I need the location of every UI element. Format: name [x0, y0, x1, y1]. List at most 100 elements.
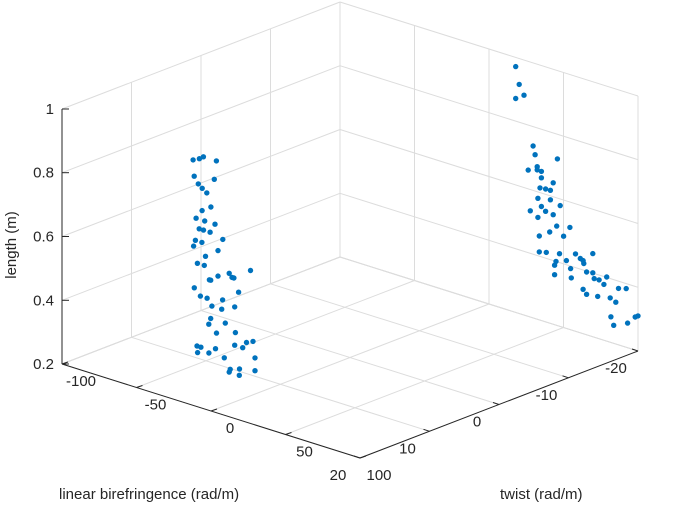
data-point-birefringence-length: [530, 143, 536, 149]
data-point-twist-length: [211, 176, 217, 182]
right-wall-grid-line: [339, 65, 639, 161]
data-point-twist-length: [219, 297, 226, 303]
data-point-birefringence-length: [536, 249, 542, 255]
data-point-twist-length: [215, 247, 221, 254]
data-point-birefringence-length: [563, 257, 570, 264]
data-point-twist-length: [219, 306, 225, 312]
data-point-twist-length: [201, 262, 207, 269]
data-point-birefringence-length: [623, 285, 629, 292]
data-points: [190, 63, 641, 378]
z-tick-label: 0.4: [33, 292, 54, 309]
data-point-birefringence-length: [547, 187, 554, 193]
data-point-birefringence-length: [611, 322, 617, 328]
data-point-twist-length: [200, 154, 207, 160]
floor-grid-line: [210, 303, 490, 412]
data-point-twist-length: [199, 185, 205, 191]
data-point-birefringence-length: [550, 212, 556, 218]
x-tick-label: 20: [330, 467, 347, 484]
data-point-twist-length: [206, 321, 212, 327]
data-point-birefringence-length: [590, 250, 596, 257]
data-point-twist-length: [194, 343, 200, 349]
data-point-twist-length: [194, 349, 201, 356]
data-point-birefringence-length: [537, 185, 543, 191]
z-tick-label: 0.6: [33, 229, 54, 246]
data-point-twist-length: [220, 236, 226, 243]
data-point-twist-length: [208, 315, 214, 322]
data-point-twist-length: [221, 355, 227, 361]
back-axis-edge: [61, 256, 341, 365]
tick-marks: [61, 108, 639, 459]
data-point-birefringence-length: [590, 270, 596, 276]
data-point-birefringence-length: [572, 251, 579, 257]
data-point-birefringence-length: [542, 186, 549, 192]
y-tick-label: -100: [66, 373, 96, 390]
data-point-birefringence-length: [535, 195, 541, 201]
x-tick-mark: [492, 402, 500, 405]
y-axis-label: twist (rad/m): [500, 486, 583, 503]
data-point-birefringence-length: [567, 224, 573, 231]
x-axis-label: linear birefringence (rad/m): [59, 486, 239, 503]
x-tick-mark: [423, 428, 430, 432]
data-point-twist-length: [232, 329, 239, 336]
data-point-birefringence-length: [538, 175, 545, 181]
y-tick-mark: [210, 408, 218, 412]
data-point-twist-length: [193, 215, 199, 221]
data-point-birefringence-length: [581, 260, 587, 267]
data-point-twist-length: [236, 366, 243, 372]
data-point-birefringence-length: [560, 233, 567, 239]
data-point-twist-length: [229, 274, 235, 281]
data-point-twist-length: [232, 342, 238, 348]
data-point-twist-length: [209, 303, 215, 309]
floor-grid-line: [136, 280, 415, 388]
data-point-birefringence-length: [535, 214, 541, 221]
y-tick-label: -50: [145, 397, 167, 414]
y-tick-label: 50: [296, 444, 313, 461]
data-point-birefringence-length: [547, 197, 554, 203]
data-point-twist-length: [202, 218, 208, 224]
data-point-twist-length: [199, 239, 205, 246]
right-wall-grid-line: [339, 129, 639, 224]
data-point-birefringence-length: [613, 299, 619, 305]
data-point-birefringence-length: [567, 265, 574, 272]
data-point-birefringence-length: [615, 285, 622, 292]
data-point-twist-length: [199, 207, 205, 214]
data-point-birefringence-length: [551, 272, 558, 278]
x-tick-mark: [562, 375, 569, 379]
data-point-twist-length: [250, 338, 256, 345]
data-point-birefringence-length: [542, 208, 549, 214]
data-point-twist-length: [227, 366, 233, 372]
data-point-birefringence-length: [513, 63, 519, 70]
data-point-twist-length: [191, 285, 197, 291]
data-point-twist-length: [212, 346, 219, 352]
data-point-birefringence-length: [551, 262, 558, 268]
right-wall-grid-line: [339, 1, 639, 97]
data-point-twist-length: [252, 355, 258, 361]
data-point-twist-length: [202, 253, 209, 259]
data-point-twist-length: [190, 157, 196, 163]
floor-grid-line: [285, 327, 564, 435]
data-point-twist-length: [195, 181, 201, 187]
data-point-twist-length: [207, 229, 213, 235]
data-point-birefringence-length: [527, 208, 533, 214]
data-point-birefringence-length: [550, 180, 556, 186]
data-point-twist-length: [194, 260, 201, 266]
data-point-birefringence-length: [534, 167, 540, 173]
x-tick-label: 0: [473, 414, 481, 431]
data-point-twist-length: [212, 221, 218, 227]
data-point-birefringence-length: [554, 223, 560, 229]
data-point-twist-length: [206, 350, 212, 356]
data-point-birefringence-length: [556, 251, 563, 257]
data-point-birefringence-length: [632, 314, 638, 320]
data-point-twist-length: [197, 293, 204, 299]
data-point-twist-length: [252, 368, 258, 374]
y-tick-label: 0: [226, 420, 234, 437]
left-wall-grid-line: [61, 192, 341, 301]
data-point-birefringence-length: [568, 275, 574, 281]
data-point-birefringence-length: [538, 168, 545, 175]
x-tick-label: -20: [605, 360, 627, 377]
data-point-birefringence-length: [538, 203, 545, 210]
data-point-twist-length: [196, 156, 203, 162]
y-tick-mark: [359, 455, 367, 459]
data-point-twist-length: [247, 267, 254, 274]
